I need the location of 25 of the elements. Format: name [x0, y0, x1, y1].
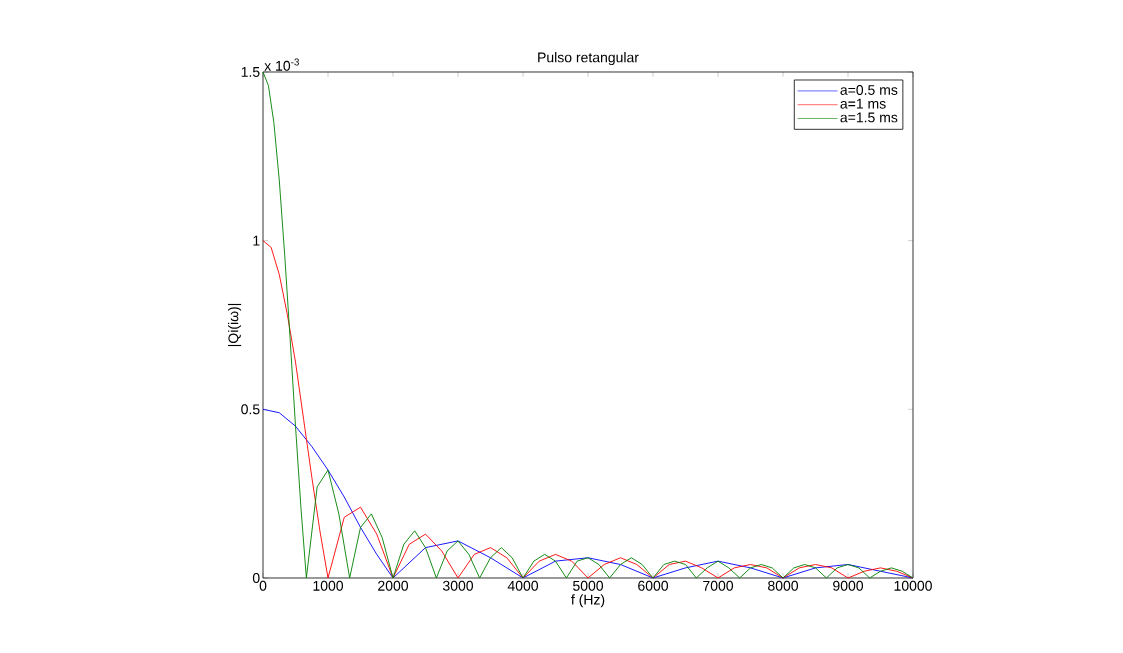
legend-label: a=0.5 ms [840, 84, 898, 95]
x-tick-label: 7000 [703, 580, 734, 591]
x-tick-label: 3000 [442, 580, 474, 591]
y-tick-label: 1 [253, 235, 260, 246]
x-tick-label: 2000 [378, 580, 409, 591]
y-tick-label: 0 [252, 573, 260, 583]
x-tick-label: 4000 [507, 580, 539, 591]
y-tick-label: 0.5 [241, 404, 260, 415]
line-series [262, 408, 914, 579]
y-axis-title: |Qi(iω)| [228, 303, 242, 347]
x-tick-label: 5000 [573, 580, 604, 591]
legend-label: a=1 ms [840, 98, 886, 109]
legend-label: a=1.5 ms [840, 112, 898, 123]
x-axis-title: f (Hz) [571, 594, 605, 608]
x-tick-label: 6000 [638, 580, 669, 591]
y-tick-label: 1.5 [241, 67, 260, 77]
line-series [262, 240, 914, 579]
x-tick-label: 10000 [894, 580, 932, 591]
x-tick-label: 8000 [768, 580, 799, 591]
text: x 10$^{-3}$ [264, 58, 299, 71]
chart-title: Pulso retangular [538, 52, 639, 66]
x-tick-label: 0 [259, 580, 267, 591]
line-series [262, 71, 914, 579]
x-tick-label: 9000 [833, 580, 864, 591]
x-tick-label: 1000 [313, 580, 344, 591]
